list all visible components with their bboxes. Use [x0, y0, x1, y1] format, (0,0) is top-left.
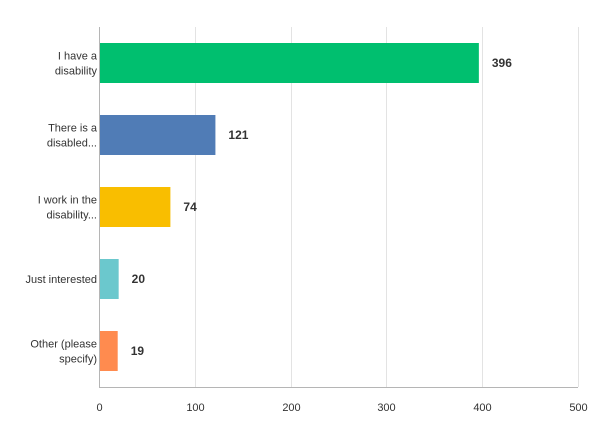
category-label-line: I have a	[58, 51, 98, 63]
category-label-line: Just interested	[25, 274, 97, 286]
category-label: Other (please specify)	[30, 339, 97, 366]
category-label-line: There is a	[48, 123, 98, 135]
bar-value-label: 121	[228, 128, 248, 142]
bar-value-label: 19	[131, 344, 145, 358]
bar	[99, 187, 171, 227]
bar	[99, 331, 118, 371]
bar-value-label: 396	[492, 56, 512, 70]
x-tick-label: 100	[186, 402, 204, 414]
category-label: I have a disability	[55, 51, 98, 78]
x-tick-label: 500	[569, 402, 587, 414]
x-tick-label: 300	[377, 402, 395, 414]
category-label: Just interested	[25, 274, 97, 286]
bar	[99, 43, 479, 83]
bar-value-label: 20	[132, 272, 146, 286]
category-label-line: disability...	[46, 210, 97, 222]
x-axis: 0 100 200 300 400 500	[96, 27, 588, 414]
category-label: There is a disabled...	[47, 123, 98, 150]
category-label-line: specify)	[59, 354, 97, 366]
category-label-line: disability	[55, 66, 98, 78]
bar	[99, 115, 216, 155]
x-tick-label: 200	[282, 402, 300, 414]
gridlines	[195, 27, 579, 387]
x-tick-label: 400	[473, 402, 491, 414]
category-label-line: disabled...	[47, 138, 97, 150]
category-labels: I have a disability There is a disabled... I…	[25, 51, 97, 366]
bar	[99, 259, 119, 299]
x-tick-label: 0	[96, 402, 102, 414]
category-label: I work in the disability...	[38, 195, 97, 222]
bars: 396 121 74 20 19	[99, 43, 512, 371]
category-label-line: I work in the	[38, 195, 97, 207]
category-label-line: Other (please	[30, 339, 97, 351]
bar-value-label: 74	[183, 200, 197, 214]
